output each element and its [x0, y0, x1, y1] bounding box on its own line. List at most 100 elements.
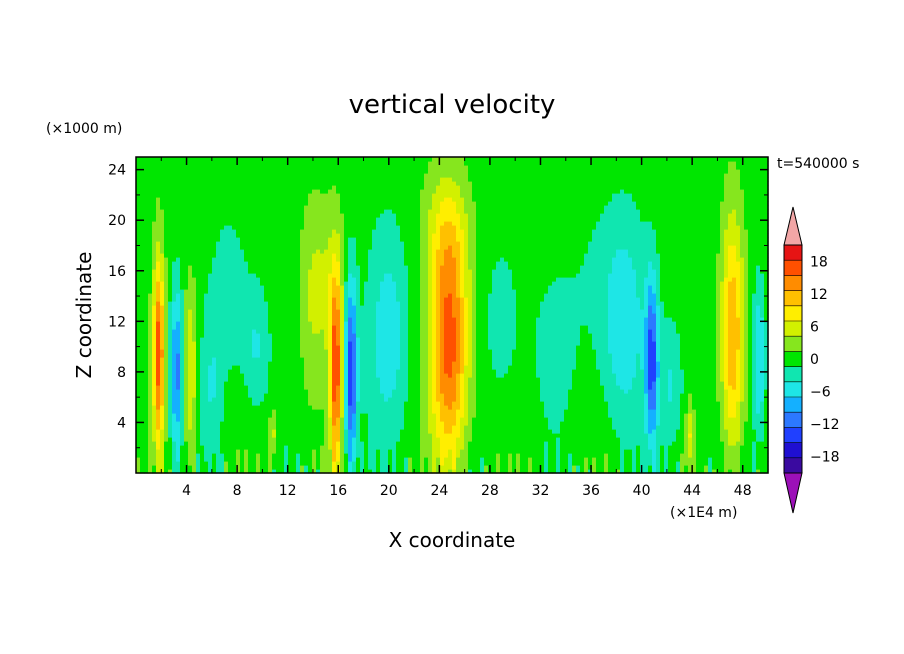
- contour-cell: [248, 445, 253, 450]
- contour-cell: [204, 469, 209, 474]
- contour-cell: [280, 377, 285, 382]
- contour-cell: [228, 305, 233, 310]
- contour-cell: [180, 313, 185, 318]
- contour-cell: [360, 369, 365, 374]
- contour-cell: [212, 405, 217, 410]
- contour-cell: [160, 193, 165, 198]
- contour-cell: [268, 213, 273, 218]
- contour-cell: [232, 417, 237, 422]
- contour-cell: [208, 225, 213, 230]
- contour-cell: [356, 381, 361, 386]
- contour-cell: [304, 345, 309, 350]
- contour-cell: [264, 409, 269, 414]
- contour-cell: [340, 345, 345, 350]
- contour-cell: [372, 417, 377, 422]
- contour-cell: [352, 429, 357, 434]
- contour-cell: [200, 245, 205, 250]
- contour-cell: [156, 273, 161, 278]
- contour-cell: [276, 301, 281, 306]
- contour-cell: [144, 193, 149, 198]
- contour-cell: [260, 405, 265, 410]
- contour-cell: [260, 449, 265, 454]
- contour-cell: [268, 445, 273, 450]
- contour-cell: [228, 213, 233, 218]
- contour-cell: [228, 321, 233, 326]
- contour-cell: [264, 297, 269, 302]
- contour-cell: [304, 425, 309, 430]
- contour-cell: [380, 433, 385, 438]
- contour-cell: [164, 373, 169, 378]
- contour-cell: [272, 437, 277, 442]
- contour-cell: [196, 193, 201, 198]
- contour-cell: [184, 381, 189, 386]
- contour-cell: [144, 325, 149, 330]
- contour-cell: [284, 257, 289, 262]
- contour-cell: [344, 317, 349, 322]
- contour-cell: [168, 257, 173, 262]
- contour-cell: [300, 189, 305, 194]
- contour-cell: [184, 445, 189, 450]
- contour-cell: [336, 393, 341, 398]
- contour-cell: [168, 461, 173, 466]
- contour-cell: [260, 369, 265, 374]
- contour-cell: [220, 365, 225, 370]
- contour-cell: [244, 361, 249, 366]
- contour-cell: [216, 377, 221, 382]
- contour-cell: [168, 217, 173, 222]
- contour-cell: [352, 165, 357, 170]
- contour-cell: [352, 237, 357, 242]
- contour-cell: [136, 189, 141, 194]
- contour-cell: [176, 213, 181, 218]
- contour-cell: [280, 249, 285, 254]
- contour-cell: [364, 421, 369, 426]
- contour-cell: [336, 425, 341, 430]
- contour-cell: [196, 469, 201, 474]
- contour-cell: [376, 381, 381, 386]
- contour-cell: [172, 381, 177, 386]
- contour-cell: [296, 409, 301, 414]
- contour-cell: [292, 241, 297, 246]
- contour-cell: [216, 345, 221, 350]
- time-label: t=540000 s: [777, 156, 859, 172]
- contour-cell: [236, 165, 241, 170]
- contour-cell: [332, 421, 337, 426]
- contour-cell: [304, 185, 309, 190]
- contour-cell: [344, 289, 349, 294]
- contour-cell: [224, 345, 229, 350]
- contour-cell: [328, 277, 333, 282]
- contour-cell: [204, 253, 209, 258]
- contour-cell: [356, 437, 361, 442]
- contour-cell: [336, 441, 341, 446]
- contour-cell: [232, 377, 237, 382]
- contour-cell: [276, 229, 281, 234]
- contour-cell: [260, 269, 265, 274]
- contour-cell: [380, 425, 385, 430]
- contour-cell: [328, 253, 333, 258]
- contour-cell: [284, 397, 289, 402]
- contour-cell: [336, 413, 341, 418]
- contour-cell: [316, 233, 321, 238]
- contour-cell: [276, 369, 281, 374]
- contour-cell: [348, 345, 353, 350]
- contour-cell: [136, 205, 141, 210]
- contour-cell: [224, 417, 229, 422]
- contour-cell: [360, 325, 365, 330]
- contour-cell: [304, 157, 309, 162]
- contour-cell: [212, 313, 217, 318]
- contour-cell: [284, 305, 289, 310]
- contour-cell: [284, 453, 289, 458]
- contour-cell: [348, 341, 353, 346]
- contour-cell: [272, 261, 277, 266]
- contour-cell: [272, 269, 277, 274]
- contour-cell: [308, 453, 313, 458]
- contour-cell: [356, 357, 361, 362]
- contour-cell: [180, 385, 185, 390]
- contour-cell: [372, 209, 377, 214]
- contour-cell: [184, 341, 189, 346]
- contour-cell: [324, 165, 329, 170]
- contour-cell: [276, 353, 281, 358]
- contour-cell: [228, 345, 233, 350]
- contour-cell: [188, 317, 193, 322]
- contour-cell: [380, 429, 385, 434]
- contour-cell: [172, 241, 177, 246]
